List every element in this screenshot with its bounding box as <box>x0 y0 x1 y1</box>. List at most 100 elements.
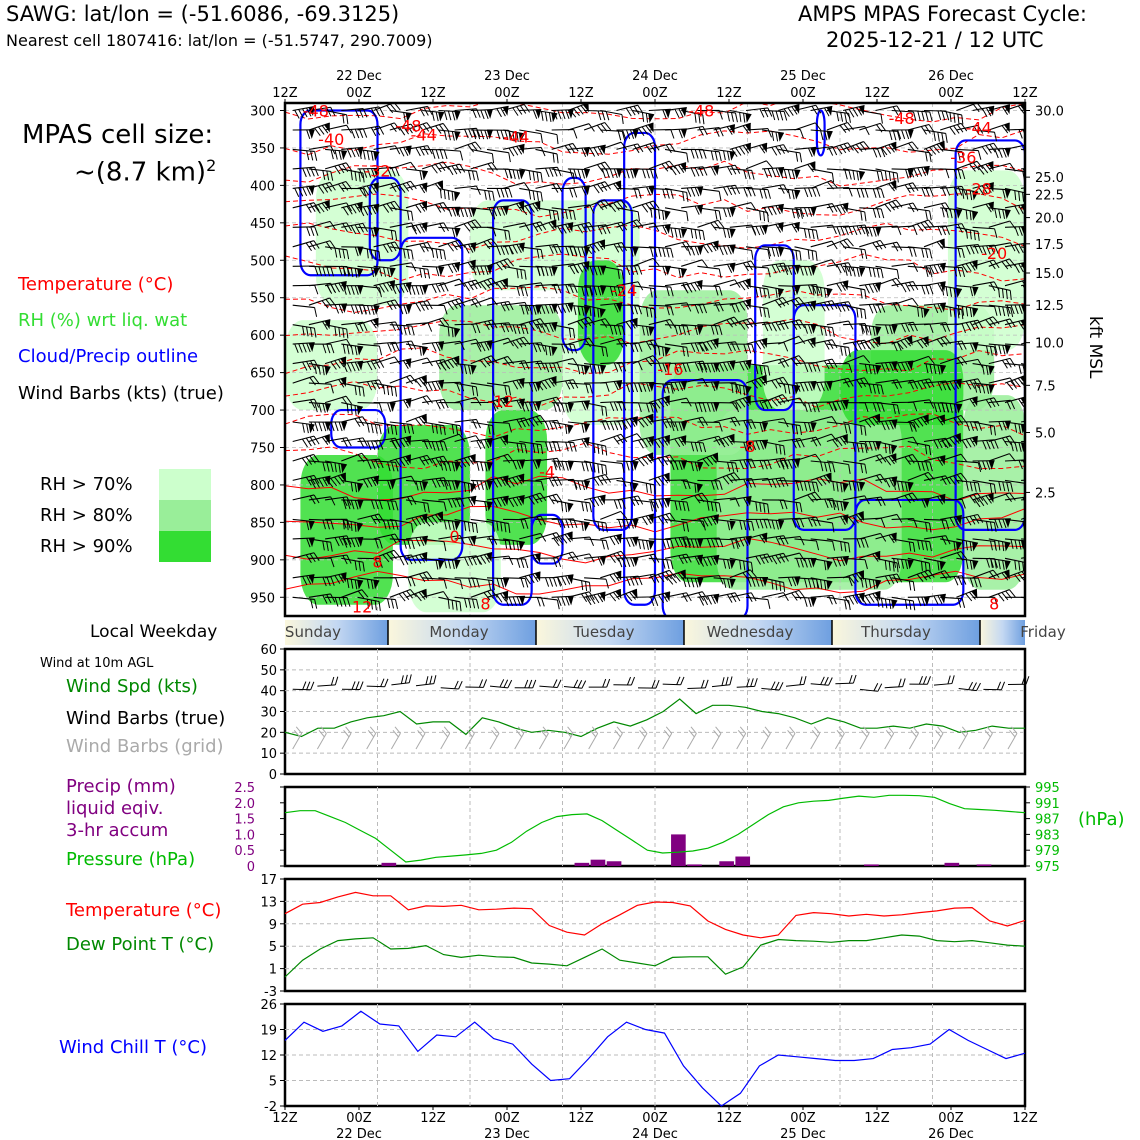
barb-feather <box>929 210 932 221</box>
barb-feather <box>604 199 612 208</box>
barb-feather <box>326 107 332 117</box>
wind-barb <box>405 168 428 181</box>
barb-feather <box>985 184 992 193</box>
barb-feather <box>447 190 450 201</box>
barb-feather <box>379 266 383 277</box>
barb-feather <box>779 111 784 121</box>
barb-feather <box>876 170 880 181</box>
barb-feather <box>423 268 427 279</box>
barb-feather <box>471 170 475 181</box>
barb-feather <box>604 122 612 131</box>
wind-barb <box>405 222 428 235</box>
barb-feather <box>431 381 437 391</box>
barb-feather <box>913 111 917 122</box>
barb-pennant <box>939 263 946 273</box>
barb-feather <box>403 248 406 259</box>
xsec-content: -48-48-48 -48 -48-40 -44 -44 -44-36-32-28-20-… <box>285 103 1044 616</box>
barb-pennant <box>761 225 768 235</box>
wind-barb <box>438 109 461 121</box>
wind-barb <box>940 246 965 258</box>
barb-feather <box>419 146 425 156</box>
barb-feather <box>924 125 931 134</box>
wind-barb <box>875 265 900 280</box>
barb-feather <box>767 267 771 278</box>
barb-feather <box>561 208 564 219</box>
barb-feather <box>492 210 496 220</box>
barb-staff <box>745 160 767 170</box>
barb-feather <box>1014 244 1020 254</box>
wind-barb <box>778 148 803 163</box>
wind-barb <box>308 168 334 181</box>
barb-feather <box>321 202 329 211</box>
barb-staff <box>697 240 719 248</box>
barb-feather <box>596 202 604 211</box>
barb-staff <box>778 148 801 154</box>
barb-staff <box>341 146 364 150</box>
wind-barb <box>583 440 608 456</box>
barb-pennant <box>616 168 623 178</box>
barb-feather <box>1026 365 1030 374</box>
barb-feather <box>1022 168 1025 178</box>
barb-feather <box>856 107 863 116</box>
barb-feather <box>1038 151 1042 160</box>
barb-feather <box>474 219 482 228</box>
barb-feather <box>585 245 593 255</box>
legend-rh80-label: RH > 80% <box>40 505 133 526</box>
barb-feather <box>702 149 707 159</box>
cloud-outline-10 <box>792 304 857 531</box>
wind-barb <box>422 109 445 122</box>
barb-feather <box>318 421 323 432</box>
barb-feather <box>342 249 346 259</box>
barb-feather <box>864 211 867 222</box>
barb-feather <box>512 107 519 116</box>
barb-feather <box>520 206 528 216</box>
barb-feather <box>880 114 883 124</box>
wind-barb <box>438 148 464 161</box>
barb-feather <box>419 268 423 278</box>
barb-staff <box>794 122 816 131</box>
wind-barb <box>988 187 1011 199</box>
barb-pennant <box>567 109 574 119</box>
barb-feather <box>848 170 852 180</box>
barb-feather <box>435 149 440 159</box>
barb-feather <box>880 171 884 181</box>
barb-feather <box>1018 129 1023 139</box>
wind-barb <box>972 182 994 196</box>
barb-feather <box>936 241 944 250</box>
barb-feather <box>536 191 539 201</box>
rh-shade-4 <box>963 395 1025 590</box>
wind-barb <box>664 128 688 139</box>
barb-feather <box>823 341 830 350</box>
barb-feather <box>731 148 738 157</box>
barb-feather <box>581 147 587 157</box>
barb-feather <box>698 126 704 136</box>
barb-staff <box>357 182 379 189</box>
wind-barb <box>405 343 428 357</box>
barb-feather <box>977 186 985 196</box>
barb-feather <box>617 499 622 509</box>
wind-barb <box>988 242 1016 252</box>
wind-barb <box>891 202 919 213</box>
barb-feather <box>302 167 307 178</box>
barb-pennant <box>938 141 945 151</box>
wind-barb <box>940 122 968 135</box>
barb-feather <box>961 267 966 277</box>
wind-barb <box>567 204 595 214</box>
barb-feather <box>564 224 571 233</box>
wind-barb <box>713 148 736 161</box>
barb-feather <box>1027 497 1031 506</box>
barb-feather <box>569 246 574 257</box>
barb-pennant <box>1037 459 1044 469</box>
barb-feather <box>909 168 915 178</box>
barb-feather <box>350 225 357 235</box>
barb-feather <box>359 168 364 178</box>
wind-barb <box>697 207 722 221</box>
barb-staff <box>891 262 914 267</box>
barb-feather <box>443 189 446 200</box>
barb-feather <box>451 191 454 201</box>
barb-feather <box>419 184 426 194</box>
barb-staff <box>762 203 784 209</box>
wind-barb <box>519 146 546 157</box>
barb-feather <box>520 105 527 114</box>
